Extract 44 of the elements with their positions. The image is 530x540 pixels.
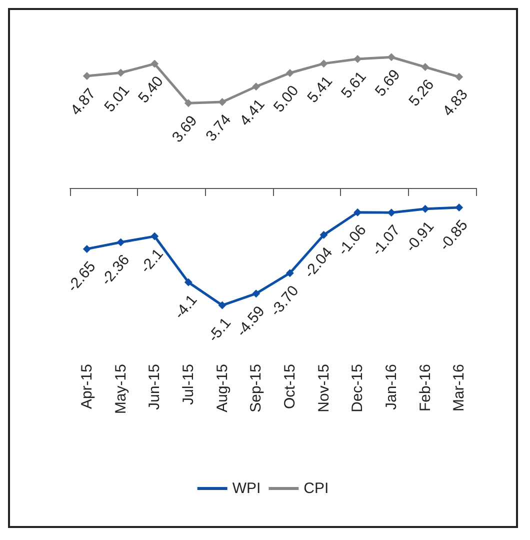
x-tick-label: Jan-16 bbox=[382, 364, 400, 410]
point bbox=[320, 60, 328, 68]
point bbox=[184, 278, 192, 286]
x-tick-label: Mar-16 bbox=[450, 364, 468, 412]
point bbox=[320, 230, 328, 239]
point bbox=[421, 63, 430, 72]
point bbox=[286, 69, 294, 77]
legend-label: WPI bbox=[232, 480, 261, 497]
x-tick-label: Jun-15 bbox=[146, 364, 164, 410]
point bbox=[184, 99, 192, 108]
point bbox=[150, 60, 159, 68]
point bbox=[252, 82, 260, 91]
x-tick-label: Sep-15 bbox=[248, 364, 265, 412]
x-tick-label: May-15 bbox=[112, 364, 130, 414]
point bbox=[354, 208, 362, 216]
point bbox=[286, 269, 294, 278]
point bbox=[116, 238, 125, 246]
x-tick-label: Aug-15 bbox=[214, 364, 231, 412]
point bbox=[455, 204, 464, 212]
point bbox=[421, 204, 430, 213]
data-label: -4.1 bbox=[171, 292, 201, 322]
point bbox=[455, 72, 464, 81]
x-tick-label: Nov-15 bbox=[315, 364, 332, 412]
point bbox=[218, 301, 226, 310]
data-label: 4.41 bbox=[236, 96, 268, 130]
point bbox=[116, 68, 125, 77]
data-label: -2.1 bbox=[137, 246, 167, 276]
legend-label: CPI bbox=[304, 480, 329, 497]
x-tick-label: Jul-15 bbox=[180, 364, 197, 405]
point bbox=[252, 290, 260, 298]
point bbox=[387, 53, 396, 62]
x-tick-label: Feb-16 bbox=[416, 364, 434, 412]
data-label: 5.41 bbox=[304, 72, 336, 106]
point bbox=[82, 72, 91, 80]
point bbox=[82, 244, 91, 253]
x-tick-label: Oct-15 bbox=[281, 364, 298, 410]
x-tick-label: Dec-15 bbox=[349, 364, 366, 412]
data-label: -5.1 bbox=[204, 314, 235, 346]
data-label: 5.01 bbox=[101, 82, 134, 116]
point bbox=[150, 232, 159, 240]
x-tick-label: Apr-15 bbox=[78, 364, 96, 410]
point bbox=[387, 208, 396, 217]
point bbox=[218, 98, 226, 106]
data-label: 5.61 bbox=[338, 68, 370, 102]
